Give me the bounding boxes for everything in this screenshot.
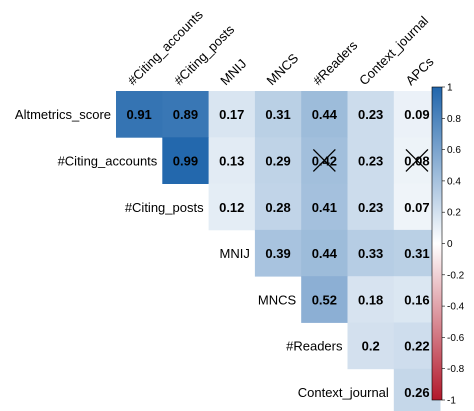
column-label: APCs <box>402 54 436 88</box>
heatmap-cell <box>254 91 302 138</box>
cell-value-label: 0.41 <box>312 200 337 215</box>
row-label: #Readers <box>286 339 343 354</box>
heatmap-cell <box>162 137 209 184</box>
heatmap-cell <box>254 229 302 277</box>
cell-value-label: 0.2 <box>362 339 380 354</box>
colorbar-tick-label: 0.4 <box>447 176 461 187</box>
column-label: MNIJ <box>217 56 249 88</box>
row-label: #Citing_posts <box>125 200 204 215</box>
cell-value-label: 0.13 <box>219 153 244 168</box>
cell-value-label: 0.52 <box>312 292 337 307</box>
heatmap-cell <box>116 91 163 138</box>
row-label: Altmetrics_score <box>15 107 111 122</box>
cell-value-label: 0.07 <box>404 200 429 215</box>
cell-value-label: 0.31 <box>265 107 290 122</box>
heatmap-cell <box>347 322 395 370</box>
cell-value-label: 0.91 <box>126 107 151 122</box>
heatmap-cell <box>301 276 348 323</box>
colorbar-tick-label: 0.2 <box>447 208 461 219</box>
colorbar-tick-label: -0.8 <box>447 364 465 375</box>
row-label: #Citing_accounts <box>58 153 158 168</box>
heatmap-cells: 0.91 0.89 0.17 0.31 0.44 0.23 0.09 0.99 0.13 0.29… <box>116 91 441 411</box>
colorbar-tick-label: -1 <box>447 396 456 407</box>
colorbar-tick-label: -0.2 <box>447 270 465 281</box>
cell-value-label: 0.28 <box>265 200 290 215</box>
cell-value-label: 0.18 <box>358 292 383 307</box>
cell-value-label: 0.23 <box>358 153 383 168</box>
cell-value-label: 0.12 <box>219 200 244 215</box>
row-label: MNIJ <box>220 246 250 261</box>
colorbar-tick-label: 1 <box>447 83 453 94</box>
row-label: MNCS <box>258 292 297 307</box>
cell-value-label: 0.29 <box>265 153 290 168</box>
heatmap-cell <box>254 183 302 231</box>
colorbar-tick-label: 0.8 <box>447 114 461 125</box>
colorbar-legend: 1 0.8 0.6 0.4 0.2 0 -0.2 -0.4 -0.6 -0.8 -1 <box>431 83 465 407</box>
colorbar-tick-label: -0.6 <box>447 333 465 344</box>
heatmap-cell <box>347 137 395 184</box>
heatmap-cell <box>208 137 256 184</box>
colorbar-gradient <box>431 86 443 401</box>
cell-value-label: 0.23 <box>358 107 383 122</box>
row-labels: Altmetrics_score #Citing_accounts #Citing_… <box>15 107 389 400</box>
cell-value-label: 0.99 <box>173 153 198 168</box>
insignificant-cross-mark <box>405 148 429 172</box>
cell-value-label: 0.39 <box>265 246 290 261</box>
cell-value-label: 0.17 <box>219 107 244 122</box>
colorbar-tick-label: 0.6 <box>447 145 461 156</box>
heatmap-cell <box>162 91 209 138</box>
insignificant-cross-mark <box>312 148 336 172</box>
heatmap-cell <box>347 91 395 138</box>
column-label: MNCS <box>264 50 302 88</box>
heatmap-cell <box>301 183 348 231</box>
cell-value-label: 0.22 <box>404 339 429 354</box>
cell-value-label: 0.44 <box>312 246 338 261</box>
column-label: #Readers <box>310 37 361 88</box>
cell-value-label: 0.44 <box>312 107 338 122</box>
row-label: Context_journal <box>298 385 389 400</box>
cell-value-label: 0.89 <box>173 107 198 122</box>
heatmap-cell <box>301 229 348 277</box>
cell-value-label: 0.09 <box>404 107 429 122</box>
heatmap-cell <box>301 91 348 138</box>
colorbar-tick-label: 0 <box>447 239 453 250</box>
heatmap-cell <box>347 183 395 231</box>
cell-value-label: 0.23 <box>358 200 383 215</box>
cell-value-label: 0.33 <box>358 246 383 261</box>
heatmap-cell <box>347 276 395 323</box>
heatmap-cell <box>347 229 395 277</box>
heatmap-cell <box>208 91 256 138</box>
cell-value-label: 0.26 <box>404 385 429 400</box>
heatmap-cell <box>254 137 302 184</box>
cell-value-label: 0.31 <box>404 246 429 261</box>
column-label: #Citing_accounts <box>125 7 206 88</box>
heatmap-cell <box>208 183 256 231</box>
colorbar-tick-label: -0.4 <box>447 302 465 313</box>
cell-value-label: 0.16 <box>404 292 429 307</box>
